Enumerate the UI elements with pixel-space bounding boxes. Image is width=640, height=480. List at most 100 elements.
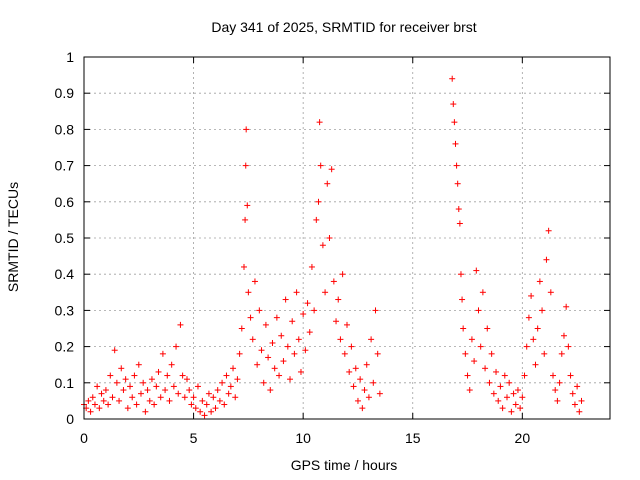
data-point	[315, 198, 322, 205]
data-point	[464, 372, 471, 379]
data-point	[227, 383, 234, 390]
data-point	[333, 318, 340, 325]
data-point	[475, 307, 482, 314]
data-point	[179, 372, 186, 379]
data-point	[493, 368, 500, 375]
data-point	[225, 390, 232, 397]
data-point	[450, 101, 457, 108]
data-point	[133, 401, 140, 408]
data-point	[212, 405, 219, 412]
data-point	[339, 271, 346, 278]
data-point	[295, 336, 302, 343]
data-point	[457, 271, 464, 278]
data-point	[113, 379, 120, 386]
data-point	[236, 350, 243, 357]
data-point	[234, 376, 241, 383]
data-point	[240, 263, 247, 270]
data-point	[530, 336, 537, 343]
data-point	[452, 140, 459, 147]
data-points	[81, 75, 585, 419]
data-point	[256, 307, 263, 314]
y-tick-label: 0.8	[55, 121, 75, 137]
data-point	[495, 397, 502, 404]
data-point	[91, 401, 98, 408]
data-point	[508, 408, 515, 415]
data-point	[532, 361, 539, 368]
chart-title: Day 341 of 2025, SRMTID for receiver brs…	[211, 19, 476, 35]
data-point	[357, 376, 364, 383]
data-point	[545, 227, 552, 234]
data-point	[326, 235, 333, 241]
data-point	[374, 350, 381, 357]
data-point	[466, 387, 473, 394]
data-point	[96, 405, 103, 412]
data-point	[473, 267, 480, 274]
data-point	[137, 390, 144, 397]
data-point	[276, 372, 283, 379]
data-point	[118, 365, 125, 372]
data-point	[578, 397, 585, 404]
data-point	[565, 343, 572, 350]
data-point	[556, 379, 563, 386]
data-point	[550, 372, 557, 379]
data-point	[267, 387, 274, 394]
data-point	[468, 336, 475, 343]
data-point	[157, 394, 164, 401]
data-point	[521, 372, 528, 379]
data-point	[365, 394, 372, 401]
data-point	[482, 365, 489, 372]
data-point	[297, 368, 304, 375]
data-point	[120, 387, 127, 394]
y-tick-label: 0.6	[55, 194, 75, 210]
data-point	[205, 390, 212, 397]
data-point	[512, 401, 519, 408]
data-point	[306, 329, 313, 336]
data-point	[127, 383, 134, 390]
data-point	[238, 325, 245, 332]
data-point	[344, 321, 350, 328]
data-point	[547, 289, 554, 296]
y-tick-label: 0	[66, 411, 74, 427]
data-point	[243, 126, 250, 133]
data-point	[190, 394, 197, 401]
data-point	[471, 358, 478, 365]
data-point	[287, 376, 294, 383]
data-point	[552, 387, 559, 394]
data-point	[219, 379, 226, 386]
data-point	[203, 401, 210, 408]
data-point	[98, 390, 105, 397]
grid	[84, 57, 610, 419]
data-point	[376, 390, 383, 397]
data-point	[197, 408, 204, 415]
data-point	[354, 397, 361, 404]
data-point	[89, 394, 96, 401]
data-point	[181, 394, 188, 401]
y-tick-label: 0.4	[55, 266, 75, 282]
data-point	[460, 325, 467, 332]
data-point	[486, 379, 493, 386]
data-point	[322, 289, 329, 296]
data-point	[304, 300, 311, 307]
data-point	[273, 314, 280, 321]
data-point	[300, 311, 307, 318]
data-point	[194, 383, 201, 390]
data-point	[173, 343, 180, 350]
x-tick-label: 5	[190, 430, 198, 446]
data-point	[109, 394, 116, 401]
data-point	[451, 119, 458, 126]
data-point	[348, 343, 355, 350]
data-point	[269, 339, 276, 346]
data-point	[148, 376, 155, 383]
data-point	[159, 350, 166, 357]
data-point	[146, 397, 153, 404]
data-point	[230, 365, 237, 372]
data-point	[554, 397, 561, 404]
data-point	[368, 336, 375, 343]
data-point	[284, 343, 291, 350]
data-point	[208, 408, 215, 415]
data-point	[539, 307, 546, 314]
data-point	[254, 361, 261, 368]
data-point	[497, 383, 504, 390]
data-point	[317, 162, 324, 169]
data-point	[337, 336, 344, 343]
